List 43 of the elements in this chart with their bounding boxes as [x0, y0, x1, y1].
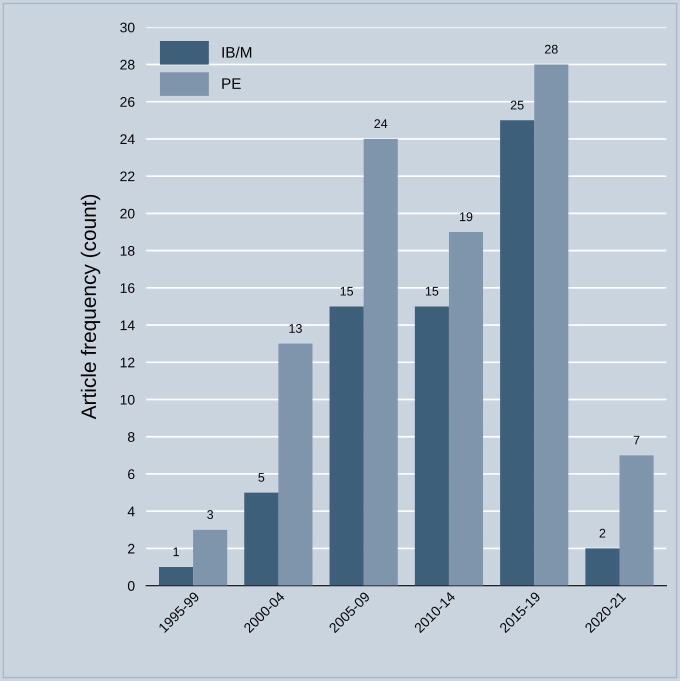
bar [585, 548, 620, 586]
legend-label: IB/M [222, 46, 252, 58]
bar [244, 492, 278, 586]
y-tick-label: 2 [128, 544, 134, 554]
data-label: 3 [207, 510, 214, 520]
data-label: 5 [258, 473, 264, 482]
bar [158, 567, 194, 586]
data-label: 15 [340, 286, 354, 296]
y-tick-label: 12 [120, 358, 134, 368]
data-label: 19 [460, 212, 472, 222]
y-tick-label: 22 [120, 171, 134, 182]
bar [414, 306, 449, 586]
y-tick-label: 26 [120, 97, 134, 107]
data-label: 28 [544, 44, 558, 54]
y-tick-label: 10 [120, 394, 135, 405]
data-label: 13 [289, 324, 302, 333]
y-tick-label: 4 [128, 506, 135, 516]
data-label: 2 [600, 528, 606, 538]
data-label: 15 [426, 286, 438, 296]
y-tick-label: 6 [128, 469, 134, 480]
y-tick-label: 8 [128, 432, 134, 442]
bar [534, 64, 568, 586]
y-tick-label: 16 [120, 283, 134, 294]
y-tick-label: 18 [120, 246, 134, 256]
data-label: 25 [510, 100, 524, 110]
data-label: 7 [634, 436, 640, 444]
bar [330, 306, 364, 586]
y-tick-label: 24 [120, 134, 135, 144]
legend-label: PE [222, 78, 241, 89]
bar [448, 232, 484, 586]
bar [500, 120, 534, 586]
y-tick-label: 14 [120, 320, 135, 330]
bar [278, 344, 312, 586]
bar [364, 138, 398, 586]
y-tick-label: 20 [120, 208, 135, 219]
y-axis-title: Article frequency (count) [80, 194, 100, 420]
data-label: 1 [174, 548, 179, 556]
data-label: 24 [374, 119, 388, 128]
bar [619, 455, 654, 586]
bar [193, 530, 228, 586]
y-tick-label: 0 [128, 580, 135, 591]
y-tick-label: 28 [120, 60, 134, 70]
y-tick-label: 30 [120, 22, 135, 32]
